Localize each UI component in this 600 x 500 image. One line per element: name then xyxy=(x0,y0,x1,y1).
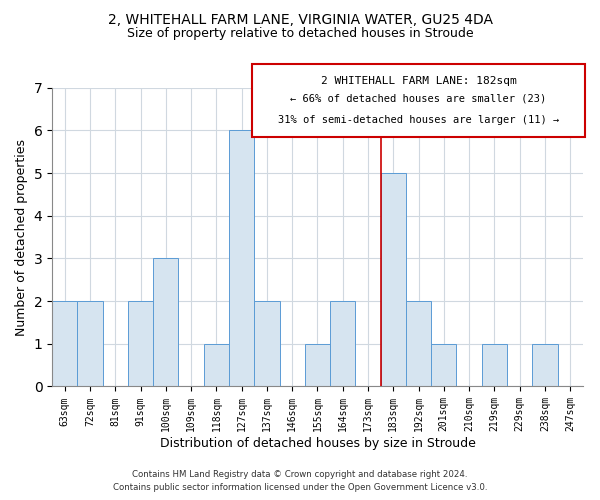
Bar xyxy=(431,344,457,387)
Bar xyxy=(153,258,178,386)
Bar xyxy=(482,344,507,387)
Bar xyxy=(204,344,229,387)
FancyBboxPatch shape xyxy=(252,64,586,137)
Bar xyxy=(380,173,406,386)
Text: Size of property relative to detached houses in Stroude: Size of property relative to detached ho… xyxy=(127,28,473,40)
Bar xyxy=(77,301,103,386)
Bar xyxy=(305,344,330,387)
Bar xyxy=(330,301,355,386)
Bar xyxy=(128,301,153,386)
Text: 2, WHITEHALL FARM LANE, VIRGINIA WATER, GU25 4DA: 2, WHITEHALL FARM LANE, VIRGINIA WATER, … xyxy=(107,12,493,26)
Bar xyxy=(229,130,254,386)
Bar xyxy=(532,344,557,387)
Text: ← 66% of detached houses are smaller (23): ← 66% of detached houses are smaller (23… xyxy=(290,94,547,104)
Text: Contains HM Land Registry data © Crown copyright and database right 2024.
Contai: Contains HM Land Registry data © Crown c… xyxy=(113,470,487,492)
Bar xyxy=(52,301,77,386)
Y-axis label: Number of detached properties: Number of detached properties xyxy=(15,138,28,336)
Text: 2 WHITEHALL FARM LANE: 182sqm: 2 WHITEHALL FARM LANE: 182sqm xyxy=(320,76,517,86)
Bar xyxy=(406,301,431,386)
Text: 31% of semi-detached houses are larger (11) →: 31% of semi-detached houses are larger (… xyxy=(278,115,559,125)
X-axis label: Distribution of detached houses by size in Stroude: Distribution of detached houses by size … xyxy=(160,437,475,450)
Bar xyxy=(254,301,280,386)
